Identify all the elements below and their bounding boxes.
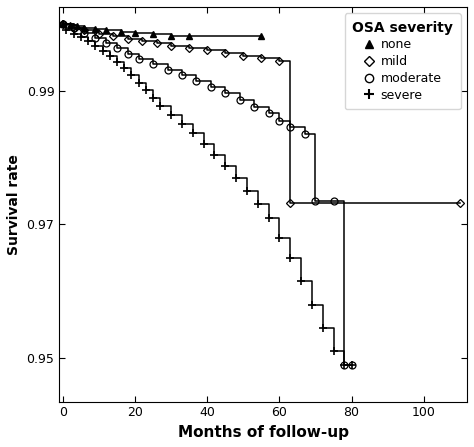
severe: [92, 43, 98, 48]
severe: [266, 215, 272, 220]
moderate: [276, 118, 282, 123]
severe: [201, 141, 207, 147]
moderate: [92, 35, 98, 40]
severe: [143, 87, 149, 93]
mild: [240, 53, 246, 59]
none: [103, 28, 109, 33]
Line: none: none: [59, 20, 265, 40]
mild: [154, 40, 160, 46]
none: [118, 29, 123, 34]
severe: [190, 131, 196, 136]
severe: [244, 188, 250, 194]
severe: [341, 362, 347, 367]
Line: moderate: moderate: [59, 20, 355, 368]
mild: [60, 21, 66, 26]
severe: [150, 95, 156, 101]
moderate: [331, 198, 337, 204]
moderate: [114, 46, 120, 51]
severe: [64, 28, 69, 33]
severe: [211, 152, 217, 157]
moderate: [251, 104, 257, 110]
none: [60, 21, 66, 26]
mild: [82, 28, 87, 33]
severe: [128, 72, 134, 78]
none: [92, 26, 98, 32]
mild: [96, 31, 102, 36]
moderate: [349, 362, 355, 367]
severe: [114, 60, 120, 65]
severe: [136, 80, 141, 85]
severe: [276, 235, 282, 240]
severe: [222, 164, 228, 169]
X-axis label: Months of follow-up: Months of follow-up: [178, 425, 349, 440]
moderate: [302, 131, 308, 137]
none: [67, 22, 73, 28]
mild: [204, 48, 210, 53]
mild: [258, 56, 264, 61]
moderate: [60, 21, 66, 26]
severe: [78, 34, 84, 40]
none: [74, 24, 80, 29]
severe: [71, 31, 76, 36]
mild: [186, 45, 192, 51]
moderate: [136, 56, 141, 62]
Legend: none, mild, moderate, severe: none, mild, moderate, severe: [345, 13, 461, 109]
severe: [349, 362, 355, 367]
moderate: [341, 362, 347, 367]
Y-axis label: Survival rate: Survival rate: [7, 154, 21, 255]
severe: [255, 202, 261, 207]
none: [168, 33, 174, 38]
severe: [320, 325, 326, 331]
moderate: [313, 198, 319, 204]
moderate: [193, 79, 199, 84]
moderate: [125, 51, 131, 56]
severe: [60, 21, 66, 26]
mild: [110, 34, 116, 39]
none: [186, 34, 192, 39]
severe: [287, 255, 293, 261]
moderate: [71, 25, 76, 31]
mild: [139, 38, 145, 44]
Line: mild: mild: [60, 21, 463, 206]
mild: [276, 59, 282, 64]
moderate: [179, 72, 185, 78]
moderate: [287, 125, 293, 130]
moderate: [237, 97, 243, 103]
none: [258, 34, 264, 39]
mild: [71, 25, 76, 30]
severe: [233, 176, 239, 181]
severe: [298, 278, 304, 284]
moderate: [103, 40, 109, 46]
mild: [125, 36, 131, 42]
severe: [179, 121, 185, 127]
severe: [168, 112, 174, 117]
severe: [100, 48, 105, 54]
mild: [168, 43, 174, 48]
severe: [309, 302, 315, 308]
none: [82, 25, 87, 30]
Line: severe: severe: [59, 20, 356, 369]
mild: [457, 200, 463, 206]
severe: [157, 103, 163, 109]
severe: [85, 38, 91, 44]
none: [150, 32, 156, 37]
mild: [287, 200, 293, 206]
moderate: [266, 110, 272, 116]
moderate: [208, 84, 214, 90]
severe: [107, 54, 113, 59]
mild: [222, 51, 228, 56]
severe: [121, 66, 127, 71]
moderate: [164, 67, 170, 72]
severe: [331, 349, 337, 354]
moderate: [222, 91, 228, 96]
none: [132, 30, 138, 36]
moderate: [82, 30, 87, 36]
moderate: [150, 62, 156, 67]
